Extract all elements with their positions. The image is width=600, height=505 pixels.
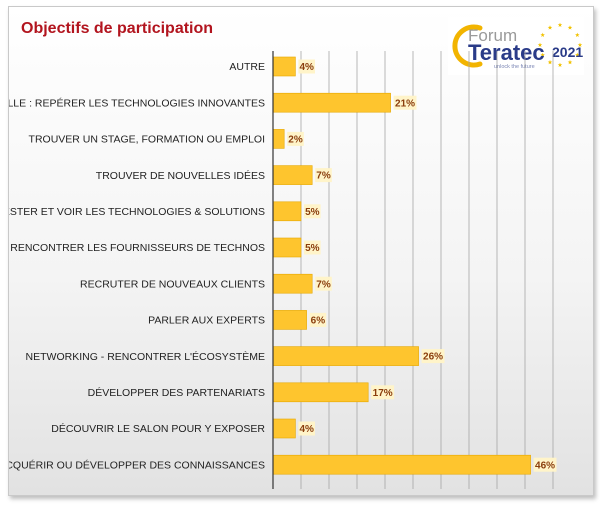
logo-tagline-text: unlock the future bbox=[494, 64, 535, 70]
category-label: TROUVER DE NOUVELLES IDÉES bbox=[96, 169, 265, 182]
data-label-box bbox=[287, 131, 304, 146]
data-label: 21% bbox=[395, 98, 415, 109]
bar bbox=[272, 92, 391, 113]
data-label-box bbox=[304, 204, 321, 219]
category-label: VEILLE : REPÉRER LES TECHNOLOGIES INNOVA… bbox=[9, 96, 265, 109]
bar bbox=[272, 56, 296, 77]
bar bbox=[272, 310, 307, 330]
chart-data-labels: 4% 21% 2% 7% 5% 5% 7% 6% 26% 17% 4% 46% bbox=[287, 59, 557, 472]
data-label: 26% bbox=[423, 352, 443, 363]
category-label: ACQUÉRIR OU DÉVELOPPER DES CONNAISSANCES bbox=[9, 458, 265, 471]
bar bbox=[272, 237, 302, 258]
data-label: 4% bbox=[299, 424, 314, 435]
chart-bars bbox=[272, 56, 531, 475]
bar bbox=[272, 454, 531, 475]
star-icon bbox=[540, 32, 545, 37]
bar-chart: AUTRE VEILLE : REPÉRER LES TECHNOLOGIES I… bbox=[9, 51, 557, 489]
star-icon bbox=[537, 42, 543, 47]
category-label: DÉCOUVRIR LE SALON POUR Y EXPOSER bbox=[51, 422, 265, 435]
bar bbox=[272, 346, 419, 366]
data-label: 6% bbox=[311, 316, 326, 327]
star-icon bbox=[547, 59, 553, 65]
data-label-box bbox=[298, 59, 315, 74]
data-label-box bbox=[371, 385, 395, 400]
data-label: 7% bbox=[316, 171, 331, 182]
data-label: 4% bbox=[299, 62, 314, 73]
logo-teratec-text: Teratec bbox=[468, 40, 545, 65]
chart-title: Objectifs de participation bbox=[21, 20, 214, 37]
star-icon bbox=[575, 52, 580, 57]
category-label: TESTER ET VOIR LES TECHNOLOGIES & SOLUTI… bbox=[9, 206, 265, 218]
bar bbox=[272, 273, 313, 294]
star-icon bbox=[547, 25, 553, 30]
data-label-box bbox=[393, 95, 417, 110]
data-label: 7% bbox=[316, 279, 331, 290]
bar bbox=[272, 165, 313, 185]
bar bbox=[272, 418, 296, 439]
star-icon bbox=[567, 25, 573, 30]
logo-arc-icon bbox=[452, 24, 483, 68]
star-icon bbox=[577, 42, 583, 47]
star-icon bbox=[575, 32, 580, 37]
bar bbox=[272, 201, 302, 222]
data-label: 17% bbox=[373, 388, 393, 399]
chart-category-labels: AUTRE VEILLE : REPÉRER LES TECHNOLOGIES I… bbox=[9, 61, 265, 471]
star-icon bbox=[540, 52, 545, 57]
logo-stars bbox=[537, 22, 583, 67]
data-label-box bbox=[309, 312, 327, 327]
data-label-box bbox=[533, 457, 557, 472]
data-label: 2% bbox=[288, 135, 303, 146]
category-label: PARLER AUX EXPERTS bbox=[148, 315, 265, 327]
category-label: NETWORKING - RENCONTRER L'ÉCOSYSTÈME bbox=[26, 350, 265, 363]
logo-forum-text: Forum bbox=[468, 26, 517, 45]
chart-frame: Objectifs de participation Forum Teratec… bbox=[8, 6, 594, 496]
data-label: 5% bbox=[305, 243, 320, 254]
data-label-box bbox=[304, 240, 321, 255]
chart-gridlines bbox=[300, 51, 554, 489]
category-label: AUTRE bbox=[229, 61, 265, 73]
data-label-box bbox=[315, 168, 332, 183]
star-icon bbox=[567, 59, 573, 65]
data-label-box bbox=[421, 349, 445, 364]
logo-year-text: 2021 bbox=[552, 44, 583, 60]
data-label-box bbox=[298, 421, 315, 436]
category-label: TROUVER UN STAGE, FORMATION OU EMPLOI bbox=[29, 134, 265, 146]
data-label: 46% bbox=[535, 460, 555, 471]
bar bbox=[272, 382, 369, 403]
category-label: DÉVELOPPER DES PARTENARIATS bbox=[88, 386, 265, 399]
forum-teratec-logo: Forum Teratec 2021 unlock the future bbox=[448, 17, 584, 75]
bar bbox=[272, 129, 285, 149]
star-icon bbox=[557, 62, 563, 67]
data-label: 5% bbox=[305, 207, 320, 218]
category-label: RENCONTRER LES FOURNISSEURS DE TECHNOS bbox=[10, 242, 265, 254]
category-label: RECRUTER DE NOUVEAUX CLIENTS bbox=[80, 278, 265, 290]
star-icon bbox=[557, 22, 563, 27]
data-label-box bbox=[315, 276, 332, 291]
